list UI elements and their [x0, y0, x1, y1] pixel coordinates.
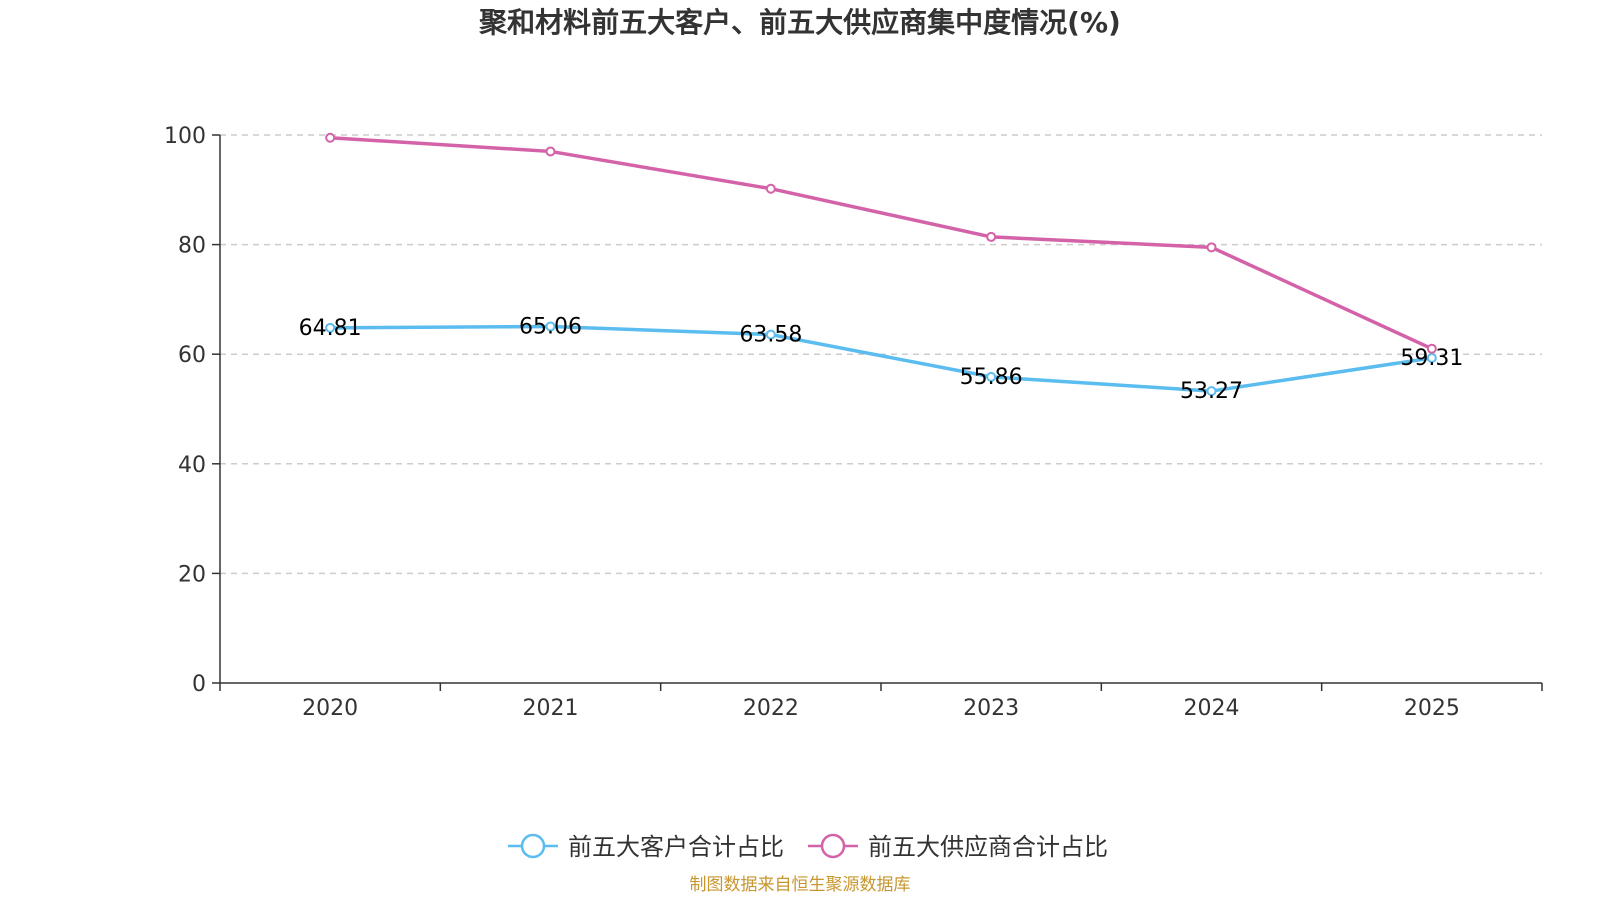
y-tick-label: 80: [178, 234, 206, 259]
data-point: [765, 329, 776, 340]
data-labels: 64.81 65.06 63.58 55.86 53.27 59.31: [299, 314, 1464, 404]
y-tick-label: 60: [178, 343, 206, 368]
x-tick-label: 2021: [523, 696, 579, 721]
series: [325, 132, 1437, 397]
axes: 0 20 40 60 80 100 2020 2021 2022 2023 2024 2025: [164, 124, 1543, 721]
data-point: [1426, 343, 1437, 354]
x-tick-label: 2025: [1404, 696, 1460, 721]
series-line-1: [330, 135, 1433, 351]
data-label: 65.06: [519, 314, 582, 339]
data-point: [545, 321, 556, 332]
legend-marker: [820, 833, 846, 859]
data-label: 63.58: [739, 323, 802, 348]
data-label: 64.81: [299, 316, 362, 341]
data-point: [325, 322, 336, 333]
data-point: [1206, 242, 1217, 253]
legend: 前五大客户合计占比 前五大供应商合计占比: [508, 833, 1108, 861]
chart-title: 聚和材料前五大客户、前五大供应商集中度情况(%): [478, 6, 1121, 39]
data-point: [1426, 352, 1437, 363]
data-point: [1206, 386, 1217, 397]
y-tick-label: 40: [178, 453, 206, 478]
x-tick-label: 2020: [302, 696, 358, 721]
source-note: 制图数据来自恒生聚源数据库: [690, 875, 911, 895]
data-point: [325, 132, 336, 143]
data-label: 59.31: [1400, 346, 1463, 371]
series-line-0: [330, 324, 1433, 393]
y-tick-label: 20: [178, 562, 206, 587]
data-point: [765, 183, 776, 194]
data-point: [986, 371, 997, 382]
y-tick-label: 100: [164, 124, 206, 149]
data-point: [545, 146, 556, 157]
x-tick-label: 2023: [963, 696, 1019, 721]
legend-label: 前五大供应商合计占比: [868, 833, 1108, 861]
data-label: 55.86: [960, 365, 1023, 390]
x-tick-label: 2022: [743, 696, 799, 721]
data-label: 53.27: [1180, 379, 1243, 404]
legend-label: 前五大客户合计占比: [568, 833, 784, 861]
data-point: [986, 231, 997, 242]
legend-marker: [520, 833, 546, 859]
y-tick-label: 0: [192, 672, 206, 697]
x-tick-label: 2024: [1184, 696, 1240, 721]
